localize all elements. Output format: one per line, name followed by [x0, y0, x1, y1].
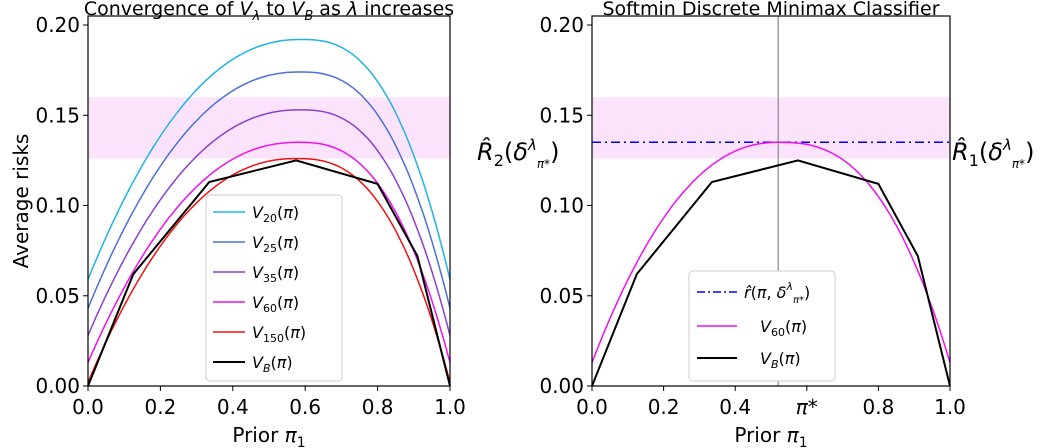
x-tick-label: 0.8	[862, 395, 894, 419]
r2-hat-annotation: R̂2(δλπ*)	[477, 136, 559, 171]
series-line-l-5	[87, 159, 451, 387]
x-axis-title-right: Prior π1	[734, 423, 807, 448]
series-line-r-1	[591, 141, 951, 363]
series-group-left	[87, 38, 451, 387]
x-tick-label: 0.0	[72, 395, 104, 419]
series-group-right	[591, 141, 951, 387]
y-tick-label: 0.15	[35, 103, 80, 127]
series-line-l-4	[87, 157, 451, 383]
legend-label-v35: V35(π)	[252, 263, 299, 285]
y-axis-title-left: Average risks	[9, 134, 33, 269]
series-line-l-0	[87, 38, 451, 280]
chart-left: 0.0 0.2 0.4 0.6 0.8 1.0 0.00 0.05 0.10 0.15 0.20 C…	[9, 0, 466, 448]
ticks-right: 0.0 0.2 0.4 π* 0.8 1.0 0.00 0.05 0.10 0.15 0.20	[539, 13, 965, 419]
x-tick-label: 0.2	[648, 395, 680, 419]
legend-label-vb-right: VB(π)	[760, 349, 801, 371]
x-tick-label: 1.0	[434, 395, 466, 419]
x-tick-label: π*	[796, 395, 818, 419]
r1-hat-annotation: R̂1(δλπ*)	[952, 136, 1034, 171]
chart-title-left: Convergence of Vλ to VB as λ increases	[84, 0, 454, 24]
series-line-r-2	[591, 159, 951, 387]
y-tick-label: 0.15	[539, 103, 584, 127]
y-tick-label: 0.05	[539, 284, 584, 308]
legend-label-v150: V150(π)	[252, 323, 306, 345]
legend-label-v60: V60(π)	[252, 293, 299, 315]
x-axis-title-left: Prior π1	[232, 423, 305, 448]
legend-label-vb: VB(π)	[252, 353, 293, 375]
legend-label-v60-right: V60(π)	[760, 317, 807, 339]
legend-label-rhat: r̂(π, δλπ*)	[744, 280, 810, 306]
legend-label-v25: V25(π)	[252, 233, 299, 255]
x-tick-label: 0.0	[576, 395, 608, 419]
ticks-left: 0.0 0.2 0.4 0.6 0.8 1.0 0.00 0.05 0.10 0.15 0.20	[35, 13, 465, 419]
x-tick-label: 0.2	[144, 395, 176, 419]
legend-label-v20: V20(π)	[252, 203, 299, 225]
x-tick-label: 0.4	[217, 395, 249, 419]
y-tick-label: 0.05	[35, 284, 80, 308]
plot-frame-right	[591, 15, 951, 387]
x-tick-label: 0.4	[719, 395, 751, 419]
y-tick-label: 0.10	[539, 194, 584, 218]
shaded-band-right	[592, 97, 950, 159]
chart-title-right: Softmin Discrete Minimax Classifier	[602, 0, 939, 20]
y-tick-label: 0.00	[35, 374, 80, 398]
y-tick-label: 0.00	[539, 374, 584, 398]
legend-right: r̂(π, δλπ*) V60(π) VB(π)	[688, 270, 836, 382]
x-tick-label: 1.0	[934, 395, 966, 419]
y-tick-label: 0.20	[539, 13, 584, 37]
legend-box-right	[688, 270, 836, 382]
x-tick-label: 0.6	[289, 395, 321, 419]
x-tick-label: 0.8	[362, 395, 394, 419]
series-line-l-2	[87, 109, 451, 336]
chart-right: 0.0 0.2 0.4 π* 0.8 1.0 0.00 0.05 0.10 0.15 0.20 So…	[477, 0, 1034, 448]
legend-left: V20(π) V25(π) V35(π) V60(π) V150(π) VB(π…	[205, 194, 343, 382]
series-line-l-1	[87, 71, 451, 309]
series-line-l-3	[87, 141, 451, 363]
y-tick-label: 0.10	[35, 194, 80, 218]
shaded-band-left	[88, 97, 450, 159]
y-tick-label: 0.20	[35, 13, 80, 37]
plot-frame-left	[87, 15, 451, 387]
